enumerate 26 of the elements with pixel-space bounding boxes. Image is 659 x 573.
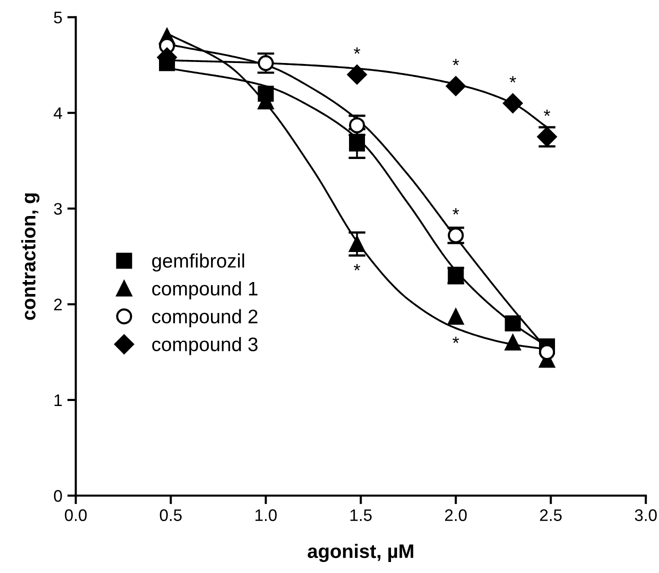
x-tick-label: 2.5: [540, 509, 562, 522]
legend-label: gemfibrozil: [152, 253, 244, 272]
legend-label: compound 2: [152, 309, 258, 328]
x-tick-label: 1.0: [255, 509, 277, 522]
annotation: *: [354, 47, 360, 54]
y-tick-label: 0: [54, 490, 62, 502]
annotation: *: [452, 336, 460, 344]
legend-label: compound 3: [152, 336, 258, 356]
annotation: *: [354, 264, 360, 270]
annotation: *: [544, 110, 550, 116]
y-axis-title: contraction, g: [21, 193, 40, 320]
annotation: *: [452, 58, 460, 66]
x-axis-title: agonist, µM: [308, 544, 414, 562]
y-tick-label: 3: [54, 202, 62, 215]
x-tick-label: 3.0: [634, 509, 657, 522]
x-tick-label: 0.5: [160, 509, 182, 522]
y-tick-label: 4: [54, 107, 62, 119]
y-tick-label: 1: [54, 394, 62, 406]
annotation: *: [510, 76, 516, 82]
y-tick-label: 5: [54, 12, 62, 24]
x-tick-label: 2.0: [445, 509, 467, 522]
y-tick-label: 2: [54, 298, 62, 310]
x-tick-label: 0.0: [64, 509, 87, 522]
legend-label: compound 1: [152, 281, 258, 300]
x-tick-label: 1.5: [350, 509, 372, 522]
annotation: *: [452, 208, 460, 215]
